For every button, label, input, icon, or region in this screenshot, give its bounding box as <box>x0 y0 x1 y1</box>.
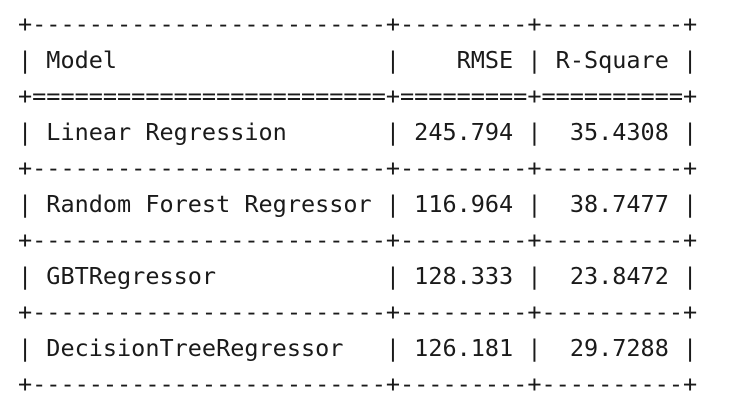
ascii-results-table: +-------------------------+---------+---… <box>18 6 697 402</box>
table-cell: DecisionTreeRegressor <box>46 334 372 362</box>
table-cell: 29.7288 <box>555 334 669 362</box>
table-cell: 35.4308 <box>555 118 669 146</box>
table-cell: 128.333 <box>414 262 514 290</box>
row-separator: +-------------------------+---------+---… <box>18 154 698 182</box>
row-separator: +-------------------------+---------+---… <box>18 226 698 254</box>
table-row: | DecisionTreeRegressor | 126.181 | 29.7… <box>18 334 698 362</box>
row-separator: +-------------------------+---------+---… <box>18 370 698 398</box>
row-separator: +-------------------------+---------+---… <box>18 10 698 38</box>
table-cell: 38.7477 <box>555 190 669 218</box>
table-cell: R-Square <box>555 46 669 74</box>
table-cell: 23.8472 <box>555 262 669 290</box>
table-cell: GBTRegressor <box>46 262 372 290</box>
table-cell: Linear Regression <box>46 118 372 146</box>
table-cell: 245.794 <box>414 118 514 146</box>
table-cell: Model <box>46 46 372 74</box>
table-row: | GBTRegressor | 128.333 | 23.8472 | <box>18 262 698 290</box>
table-row: | Random Forest Regressor | 116.964 | 38… <box>18 190 698 218</box>
table-cell: 116.964 <box>414 190 514 218</box>
table-cell: 126.181 <box>414 334 514 362</box>
row-separator: +-------------------------+---------+---… <box>18 298 698 326</box>
header-separator: +=========================+=========+===… <box>18 82 698 110</box>
table-row: | Linear Regression | 245.794 | 35.4308 … <box>18 118 698 146</box>
table-cell: RMSE <box>414 46 514 74</box>
table-cell: Random Forest Regressor <box>46 190 372 218</box>
table-header-row: | Model | RMSE | R-Square | <box>18 46 698 74</box>
